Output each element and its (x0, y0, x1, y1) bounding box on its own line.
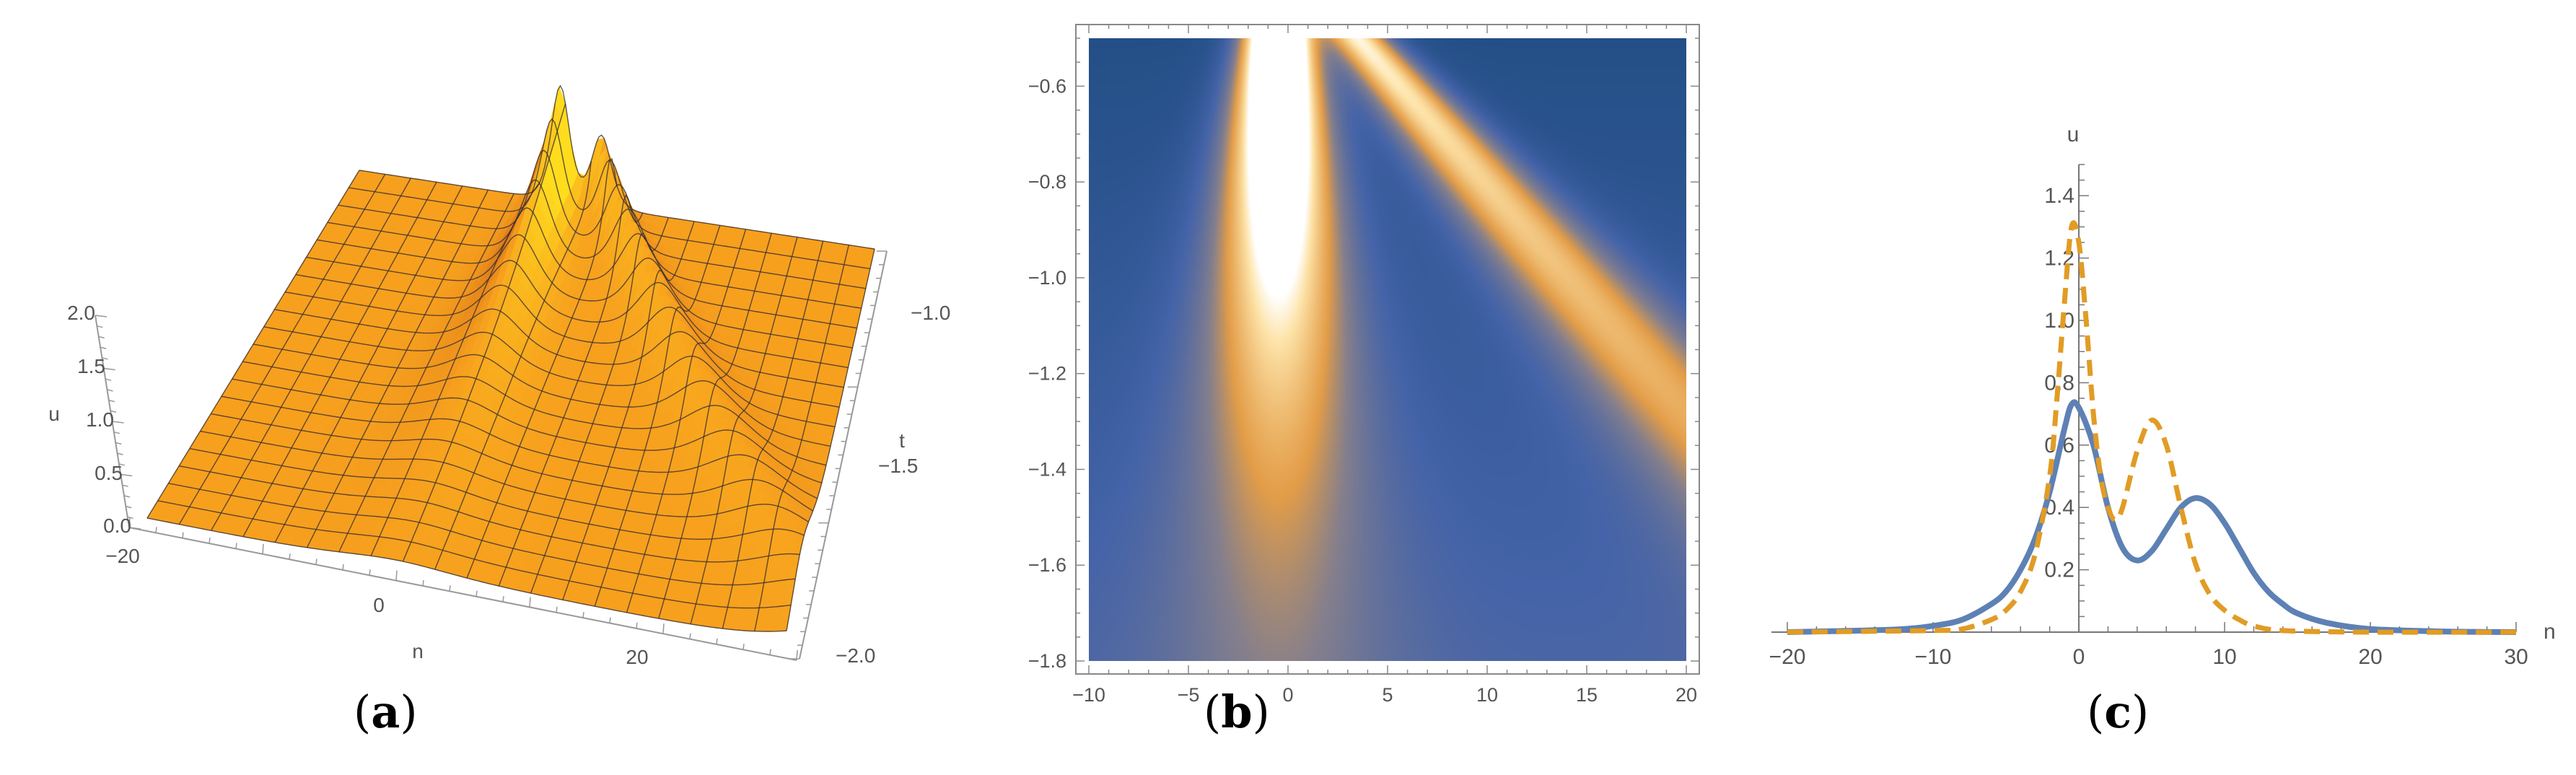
u-tick-label: 1.5 (77, 355, 105, 377)
paren: ) (400, 686, 418, 738)
n-tick (289, 553, 291, 560)
label-letter: a (371, 686, 400, 738)
y-tick-label: −0.8 (1028, 171, 1066, 193)
u-tick (98, 336, 105, 339)
y-tick-label: −1.0 (1028, 267, 1066, 289)
label-letter: b (1221, 686, 1253, 738)
u-tick (100, 346, 107, 349)
n-tick (582, 612, 584, 618)
y-tick-label: −1.6 (1028, 554, 1066, 576)
density-plot-b (1089, 38, 1686, 661)
n-axis-label: n (412, 640, 424, 662)
paren: ( (1204, 686, 1222, 738)
t-tick-label: −2.0 (836, 644, 875, 667)
u-tick (110, 410, 117, 413)
paren: ) (2131, 686, 2150, 738)
n-tick (769, 649, 771, 655)
n-tick (662, 623, 665, 634)
y-tick-label: 0.2 (2044, 559, 2075, 582)
y-tick-label: −1.2 (1028, 363, 1066, 385)
y-tick-label: −1.4 (1028, 458, 1066, 480)
u-axis-label: u (48, 403, 60, 425)
series-line-solid (1787, 399, 2517, 635)
n-tick-label: 20 (626, 646, 648, 668)
x-tick-label: 20 (2358, 645, 2382, 669)
x-tick-label: −10 (1915, 645, 1952, 669)
x-axis-label: n (2544, 620, 2556, 644)
y-axis-label: u (2067, 123, 2080, 146)
u-tick (117, 452, 123, 455)
n-tick (369, 569, 371, 576)
x-tick-label: 20 (1675, 684, 1697, 706)
y-tick-label: 1.2 (2044, 247, 2075, 271)
x-tick-label: 30 (2504, 645, 2528, 669)
u-tick (113, 431, 121, 434)
t-tick-label: −1.5 (878, 455, 918, 477)
y-tick-label: 1.0 (2044, 309, 2075, 333)
n-tick-label: 0 (373, 594, 385, 616)
u-tick (121, 473, 133, 477)
u-tick (105, 378, 112, 381)
n-tick (235, 543, 237, 549)
u-tick (112, 421, 124, 424)
n-tick (422, 579, 424, 587)
u-tick-label: 1.0 (86, 408, 114, 431)
u-tick (123, 495, 131, 498)
n-tick (155, 527, 157, 533)
series-line-dashed (1787, 220, 2517, 635)
n-tick (636, 622, 638, 629)
x-tick-label: −5 (1178, 684, 1200, 706)
n-tick (502, 595, 504, 603)
surface-plot-a: 0.0 0.5 1.0 1.5 2.0 −20 0 20 −1.0 −1.5 −2.0 n t u (48, 84, 950, 668)
n-tick-label: −20 (105, 545, 140, 567)
x-tick-label: −10 (1072, 684, 1105, 706)
y-tick-label: −1.8 (1028, 650, 1066, 672)
t-axis-label: t (899, 429, 905, 452)
u-tick (122, 484, 128, 487)
u-tick-label: 0.0 (103, 515, 131, 537)
n-tick (128, 517, 131, 528)
x-tick-label: 5 (1382, 684, 1393, 706)
u-tick (108, 399, 115, 403)
u-tick (103, 367, 115, 371)
panel-label-a: (a) (354, 686, 418, 738)
x-tick-label: 15 (1576, 684, 1598, 706)
paren: ) (1252, 686, 1270, 738)
panel-label-b: (b) (1204, 686, 1270, 738)
u-tick-label: 0.5 (95, 462, 123, 484)
t-tick-label: −1.0 (911, 302, 950, 324)
y-tick-label: 0.8 (2044, 371, 2075, 395)
paren: ( (354, 686, 372, 738)
u-tick (97, 325, 103, 328)
u-tick (115, 442, 122, 445)
x-tick-label: 10 (2212, 645, 2236, 669)
u-tick (118, 463, 126, 466)
panel-label-c: (c) (2087, 686, 2149, 738)
paren: ( (2087, 686, 2105, 738)
u-tick (102, 357, 108, 360)
n-axis (128, 527, 797, 661)
y-tick-label: 1.4 (2044, 184, 2075, 208)
n-tick (476, 590, 478, 597)
n-tick (689, 633, 691, 639)
x-tick-label: 0 (1282, 684, 1293, 706)
u-tick (126, 505, 132, 509)
u-tick (95, 315, 108, 318)
y-tick-label: 0.4 (2044, 496, 2075, 520)
x-tick-label: −20 (1769, 645, 1806, 669)
n-tick (742, 644, 745, 650)
n-tick (209, 537, 211, 544)
n-tick (556, 606, 558, 613)
n-tick (315, 559, 317, 565)
surface (146, 84, 875, 632)
u-tick (107, 389, 113, 392)
x-tick-label: 10 (1476, 684, 1498, 706)
n-tick (395, 570, 398, 581)
label-letter: c (2104, 686, 2132, 738)
y-tick-label: −0.6 (1028, 75, 1066, 97)
u-tick-label: 2.0 (67, 302, 95, 324)
x-tick-label: 0 (2073, 645, 2085, 669)
y-tick-label: 0.6 (2044, 434, 2075, 457)
u-tick (128, 527, 141, 530)
